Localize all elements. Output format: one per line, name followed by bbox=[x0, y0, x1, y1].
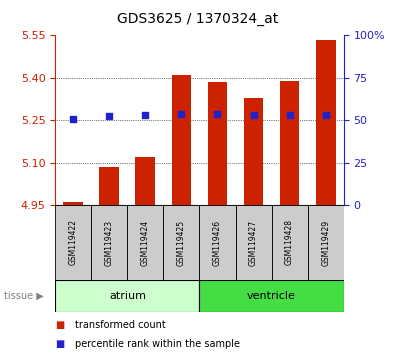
Text: GSM119426: GSM119426 bbox=[213, 219, 222, 266]
Bar bbox=[308, 205, 344, 280]
Bar bbox=[64, 202, 83, 205]
Text: GSM119424: GSM119424 bbox=[141, 219, 150, 266]
Bar bbox=[235, 205, 272, 280]
Text: GSM119427: GSM119427 bbox=[249, 219, 258, 266]
Text: GSM119425: GSM119425 bbox=[177, 219, 186, 266]
Text: GSM119429: GSM119429 bbox=[321, 219, 330, 266]
Text: GSM119428: GSM119428 bbox=[285, 219, 294, 266]
Text: ventricle: ventricle bbox=[247, 291, 296, 301]
Text: GSM119423: GSM119423 bbox=[105, 219, 114, 266]
Bar bbox=[244, 98, 263, 205]
Point bbox=[142, 113, 149, 118]
Bar bbox=[55, 280, 199, 312]
Point bbox=[178, 111, 184, 117]
Text: percentile rank within the sample: percentile rank within the sample bbox=[75, 339, 240, 349]
Point bbox=[214, 111, 221, 117]
Text: tissue ▶: tissue ▶ bbox=[4, 291, 44, 301]
Bar bbox=[199, 205, 235, 280]
Bar bbox=[100, 167, 119, 205]
Bar bbox=[164, 205, 199, 280]
Bar bbox=[199, 280, 344, 312]
Point bbox=[70, 116, 77, 122]
Text: atrium: atrium bbox=[109, 291, 146, 301]
Bar bbox=[135, 157, 155, 205]
Bar bbox=[127, 205, 164, 280]
Bar bbox=[272, 205, 308, 280]
Bar bbox=[55, 205, 91, 280]
Bar bbox=[316, 40, 335, 205]
Point bbox=[286, 113, 293, 118]
Text: GDS3625 / 1370324_at: GDS3625 / 1370324_at bbox=[117, 12, 278, 27]
Bar bbox=[208, 82, 228, 205]
Text: ■: ■ bbox=[55, 320, 64, 330]
Bar bbox=[171, 75, 191, 205]
Point bbox=[322, 112, 329, 118]
Text: ■: ■ bbox=[55, 339, 64, 349]
Bar bbox=[91, 205, 127, 280]
Text: transformed count: transformed count bbox=[75, 320, 166, 330]
Point bbox=[250, 113, 257, 118]
Bar bbox=[280, 81, 299, 205]
Point bbox=[106, 113, 113, 119]
Text: GSM119422: GSM119422 bbox=[69, 219, 78, 266]
